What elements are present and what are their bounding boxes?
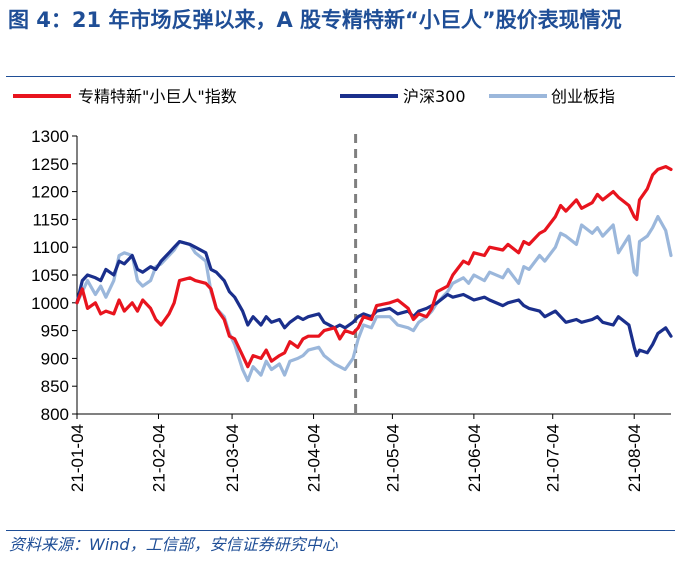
x-tick-label: 21-06-04 bbox=[465, 424, 484, 492]
legend-label-0: 专精特新"小巨人"指数 bbox=[78, 87, 237, 106]
x-tick-label: 21-04-04 bbox=[305, 424, 324, 492]
x-tick-label: 21-01-04 bbox=[68, 424, 87, 492]
y-tick-label: 800 bbox=[41, 405, 69, 424]
y-tick-label: 1300 bbox=[31, 127, 69, 146]
figure-title: 图 4：21 年市场反弹以来，A 股专精特新“小巨人”股价表现情况 bbox=[8, 8, 622, 32]
y-tick-label: 1100 bbox=[32, 238, 69, 257]
series-line-1 bbox=[75, 240, 673, 358]
plot-area: 800 850 900 950 1000 1050 1100 1150 1200 1250 1300… bbox=[31, 127, 673, 492]
x-tick-label: 21-05-04 bbox=[383, 424, 402, 492]
y-tick-label: 1150 bbox=[32, 210, 69, 229]
y-tick-label: 1000 bbox=[31, 294, 69, 313]
y-tick-label: 1200 bbox=[31, 183, 69, 202]
y-tick-label: 850 bbox=[41, 377, 69, 396]
y-tick-label: 950 bbox=[41, 322, 69, 341]
footer-rule bbox=[6, 530, 675, 531]
figure-source: 资料来源：Wind，工信部，安信证券研究中心 bbox=[9, 535, 338, 554]
header-rule bbox=[6, 76, 675, 77]
y-tick-label: 1250 bbox=[31, 155, 69, 174]
line-chart: 专精特新"小巨人"指数 沪深300 创业板指 800 850 900 950 1000 105… bbox=[13, 87, 673, 492]
legend-label-1: 沪深300 bbox=[403, 87, 466, 106]
series-line-2 bbox=[75, 215, 673, 383]
x-tick-label: 21-07-04 bbox=[544, 424, 563, 492]
chart-legend: 专精特新"小巨人"指数 沪深300 创业板指 bbox=[13, 87, 615, 106]
series-line-0 bbox=[75, 165, 673, 369]
x-tick-label: 21-03-04 bbox=[223, 424, 242, 492]
x-tick-label: 21-02-04 bbox=[149, 424, 168, 492]
x-tick-label: 21-08-04 bbox=[625, 424, 644, 492]
y-tick-label: 900 bbox=[41, 349, 69, 368]
legend-label-2: 创业板指 bbox=[551, 87, 615, 106]
y-tick-label: 1050 bbox=[31, 266, 69, 285]
